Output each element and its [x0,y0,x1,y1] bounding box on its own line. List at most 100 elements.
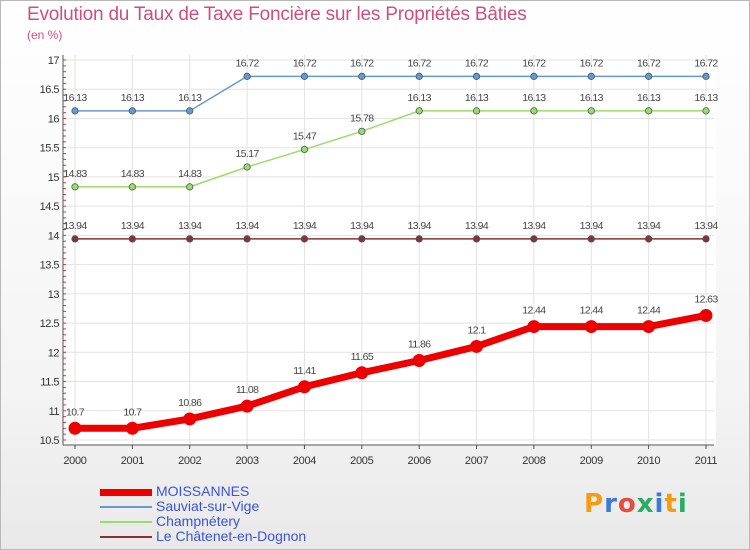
data-label: 13.94 [694,220,718,232]
data-label: 15.47 [293,130,317,142]
data-point [470,339,484,353]
logo-letter: t [664,489,678,519]
data-label: 16.72 [637,57,661,69]
data-point [587,235,595,243]
data-point [297,380,311,394]
data-label: 13.94 [121,220,145,232]
y-tick-label: 15.5 [40,143,60,155]
legend-label: Sauviat-sur-Vige [156,498,260,514]
data-point [527,320,541,334]
data-label: 16.13 [637,92,661,104]
x-tick-label: 2008 [522,455,545,467]
data-point [472,235,481,243]
y-tick-label: 16.5 [40,84,60,96]
data-label: 12.44 [522,305,546,317]
data-point [702,235,710,243]
series-champn-tery [71,107,710,191]
x-tick-label: 2011 [695,455,718,467]
data-point [243,163,251,171]
data-point [128,183,136,191]
data-point [186,235,194,243]
data-label: 16.72 [235,57,259,69]
data-label: 16.72 [293,57,317,69]
data-point [125,421,139,435]
data-label: 10.7 [123,406,142,418]
data-point [587,107,595,115]
plot-area [63,55,716,445]
data-label: 15.17 [235,148,259,160]
logo-letter: i [654,489,665,519]
legend-swatch [100,536,152,538]
data-point [699,308,713,322]
chart-title: Evolution du Taux de Taxe Foncière sur l… [27,4,527,25]
data-label: 14.83 [121,168,145,180]
data-label: 12.63 [694,293,718,305]
data-label: 13.94 [235,220,259,232]
data-label: 14.83 [63,168,87,180]
y-tick-label: 15 [48,172,60,184]
series-line [75,312,707,432]
data-label: 10.86 [178,397,202,409]
data-label: 13.94 [350,220,374,232]
series-line [75,110,706,188]
series-line [75,75,706,112]
series-le-ch-tenet-en-dognon [71,235,710,243]
data-label: 11.86 [408,338,431,350]
series-moissannes [68,308,713,435]
data-point [186,183,194,191]
x-tick-label: 2009 [580,455,603,467]
data-point [645,107,653,115]
data-point [702,107,710,115]
x-tick-label: 2002 [178,455,201,467]
y-tick-label: 13.5 [40,260,60,272]
data-label: 12.44 [580,305,604,317]
data-label: 16.13 [178,92,202,104]
data-point [415,107,423,115]
data-point [587,72,595,80]
data-point [584,320,598,334]
data-point [642,320,656,334]
data-label: 11.41 [293,365,316,377]
data-label: 13.94 [293,220,317,232]
data-label: 12.44 [637,305,661,317]
y-tick-label: 12 [48,347,60,359]
logo-letter: P [584,489,605,519]
data-label: 13.94 [580,220,604,232]
data-label: 16.72 [522,57,546,69]
legend-label: Le Châtenet-en-Dognon [156,528,307,544]
data-label: 16.13 [694,92,718,104]
data-label: 14.83 [178,168,202,180]
chart-unit-label: (en %) [27,28,63,42]
data-point [472,72,481,80]
data-point [183,412,197,426]
data-point [358,72,366,80]
data-point [358,235,366,243]
data-label: 10.7 [66,406,85,418]
x-tick-label: 2007 [465,455,488,467]
data-label: 16.13 [63,92,87,104]
data-point [128,107,136,115]
y-tick-label: 13 [48,289,60,301]
series-sauviat-sur-vige [71,72,710,115]
data-label: 16.13 [121,92,145,104]
data-point [415,72,423,80]
data-point [243,235,251,243]
data-point [412,353,426,367]
y-tick-label: 11 [49,406,60,418]
data-label: 16.72 [350,57,374,69]
x-tick-label: 2005 [350,455,373,467]
data-label: 16.13 [580,92,604,104]
data-label: 16.13 [522,92,546,104]
proxiti-logo: Proxiti [584,489,688,519]
data-point [530,107,538,115]
data-label: 13.94 [522,220,546,232]
data-label: 16.72 [465,57,489,69]
data-label: 12.1 [468,324,487,336]
data-label: 16.72 [694,57,718,69]
y-tick-label: 12.5 [40,318,60,330]
data-point [68,421,82,435]
y-tick-label: 11.5 [40,377,59,389]
data-point [300,145,309,154]
legend-swatch [100,506,152,508]
data-label: 13.94 [63,220,87,232]
